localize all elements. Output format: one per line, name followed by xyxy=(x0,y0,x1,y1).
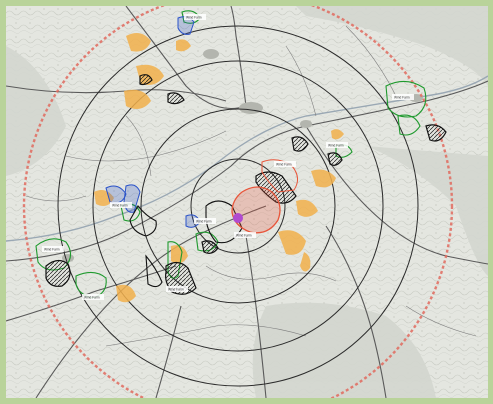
site-labels: Wind Farm Wind Farm Wind Farm Wind Farm … xyxy=(42,14,414,300)
range-ring-2 xyxy=(140,108,336,304)
range-ring-4 xyxy=(57,25,419,387)
site-label: Wind Farm xyxy=(186,16,202,20)
range-ring-3 xyxy=(92,60,384,352)
outer-range-ring xyxy=(22,6,454,398)
site-label: Wind Farm xyxy=(328,144,344,148)
site-label: Wind Farm xyxy=(196,220,212,224)
red-site-outline xyxy=(261,159,298,193)
map-svg: Wind Farm Wind Farm Wind Farm Wind Farm … xyxy=(6,6,488,398)
site-label: Wind Farm xyxy=(276,163,292,167)
range-ring-1 xyxy=(190,158,286,254)
site-label: Wind Farm xyxy=(112,204,128,208)
site-label: Wind Farm xyxy=(394,96,410,100)
site-label: Wind Farm xyxy=(44,248,60,252)
map-canvas[interactable]: Wind Farm Wind Farm Wind Farm Wind Farm … xyxy=(6,6,488,398)
red-site[interactable] xyxy=(231,186,281,234)
central-marker[interactable] xyxy=(233,213,243,223)
upland-shading xyxy=(6,6,488,398)
minor-roads xyxy=(25,25,477,347)
site-label: Wind Farm xyxy=(84,296,100,300)
range-rings xyxy=(57,25,419,387)
terrain-background xyxy=(6,6,488,398)
site-label: Wind Farm xyxy=(168,288,184,292)
site-label: Wind Farm xyxy=(236,234,252,238)
black-outlines xyxy=(129,200,243,288)
orange-sites[interactable] xyxy=(94,32,344,303)
